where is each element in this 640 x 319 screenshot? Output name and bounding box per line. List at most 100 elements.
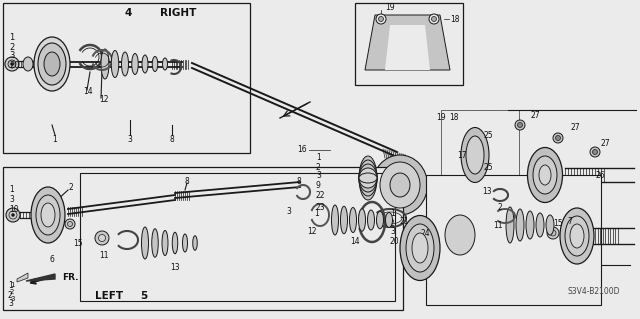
- Ellipse shape: [560, 208, 594, 264]
- Ellipse shape: [34, 37, 70, 91]
- Text: 16: 16: [298, 145, 307, 154]
- Ellipse shape: [193, 236, 197, 250]
- Ellipse shape: [385, 212, 392, 227]
- Ellipse shape: [380, 162, 420, 208]
- Text: 14: 14: [83, 87, 93, 97]
- Text: 5: 5: [140, 291, 147, 301]
- Text: 27: 27: [570, 123, 580, 132]
- Text: 11: 11: [99, 251, 109, 261]
- Ellipse shape: [516, 209, 524, 241]
- Text: 27: 27: [600, 138, 610, 147]
- Bar: [441, 110, 519, 200]
- Text: 12: 12: [99, 95, 109, 105]
- Text: 8: 8: [184, 176, 189, 186]
- Circle shape: [431, 17, 436, 21]
- Text: S3V4-B2100D: S3V4-B2100D: [567, 287, 620, 296]
- Circle shape: [556, 136, 561, 140]
- Text: 1: 1: [8, 281, 13, 291]
- Polygon shape: [385, 25, 430, 70]
- Polygon shape: [26, 274, 55, 281]
- Circle shape: [6, 208, 20, 222]
- Text: 3: 3: [316, 172, 321, 181]
- Bar: [355, 3, 463, 85]
- Ellipse shape: [466, 136, 484, 174]
- Circle shape: [12, 213, 15, 217]
- Polygon shape: [365, 15, 450, 70]
- Text: LEFT: LEFT: [95, 291, 123, 301]
- Ellipse shape: [440, 207, 480, 263]
- Circle shape: [515, 120, 525, 130]
- Ellipse shape: [163, 58, 168, 70]
- Ellipse shape: [349, 207, 356, 233]
- Text: 8: 8: [296, 177, 301, 187]
- Text: 13: 13: [482, 188, 492, 197]
- Text: 13: 13: [170, 263, 180, 271]
- Ellipse shape: [400, 216, 440, 280]
- Text: 6: 6: [49, 256, 54, 264]
- Ellipse shape: [172, 232, 178, 254]
- Text: 15: 15: [73, 240, 83, 249]
- Ellipse shape: [340, 206, 348, 234]
- Ellipse shape: [152, 229, 158, 257]
- Ellipse shape: [359, 168, 377, 188]
- Text: 11: 11: [493, 220, 503, 229]
- Text: 23: 23: [316, 204, 326, 212]
- Ellipse shape: [31, 187, 65, 243]
- Text: 14: 14: [350, 238, 360, 247]
- Ellipse shape: [445, 215, 475, 255]
- Text: 3: 3: [9, 196, 14, 204]
- Text: 2: 2: [10, 289, 14, 295]
- Text: 3: 3: [390, 227, 395, 236]
- Ellipse shape: [533, 156, 557, 194]
- Text: 20: 20: [9, 61, 19, 70]
- Text: 15: 15: [553, 219, 563, 228]
- Text: 24: 24: [420, 228, 430, 238]
- Ellipse shape: [332, 205, 339, 235]
- Text: 2: 2: [8, 291, 13, 300]
- Ellipse shape: [461, 128, 489, 182]
- Text: 1: 1: [316, 153, 321, 162]
- Circle shape: [5, 57, 19, 71]
- Ellipse shape: [506, 207, 514, 243]
- Ellipse shape: [526, 211, 534, 239]
- Bar: [3, 167, 403, 310]
- Ellipse shape: [359, 164, 377, 192]
- Ellipse shape: [527, 147, 563, 203]
- Ellipse shape: [152, 56, 157, 71]
- Ellipse shape: [565, 216, 589, 256]
- Text: 2: 2: [316, 162, 321, 172]
- Circle shape: [376, 14, 386, 24]
- Ellipse shape: [406, 224, 434, 272]
- Text: 26: 26: [595, 170, 605, 180]
- Circle shape: [590, 147, 600, 157]
- Circle shape: [95, 231, 109, 245]
- Circle shape: [8, 60, 16, 68]
- Text: 17: 17: [457, 151, 467, 160]
- Text: 19: 19: [436, 114, 446, 122]
- Circle shape: [9, 211, 17, 219]
- Circle shape: [593, 150, 598, 154]
- Text: 27: 27: [530, 110, 540, 120]
- Ellipse shape: [182, 234, 188, 252]
- Text: 1: 1: [10, 282, 15, 288]
- Text: 2: 2: [498, 203, 502, 211]
- Ellipse shape: [376, 211, 383, 229]
- Text: 7: 7: [568, 218, 572, 226]
- Ellipse shape: [142, 55, 148, 73]
- Ellipse shape: [570, 224, 584, 248]
- Ellipse shape: [44, 52, 60, 76]
- Text: 9: 9: [316, 181, 321, 189]
- Ellipse shape: [23, 57, 33, 71]
- Text: 19: 19: [385, 3, 395, 11]
- Ellipse shape: [390, 173, 410, 197]
- Ellipse shape: [41, 203, 55, 227]
- Text: 1: 1: [9, 33, 14, 42]
- Text: 3: 3: [10, 296, 15, 302]
- Text: 18: 18: [450, 14, 460, 24]
- Text: 2: 2: [68, 182, 74, 191]
- Text: 4: 4: [125, 8, 132, 18]
- Text: 1: 1: [9, 186, 13, 195]
- Text: FR.: FR.: [62, 272, 79, 281]
- Text: 3: 3: [127, 136, 132, 145]
- Bar: [3, 3, 250, 153]
